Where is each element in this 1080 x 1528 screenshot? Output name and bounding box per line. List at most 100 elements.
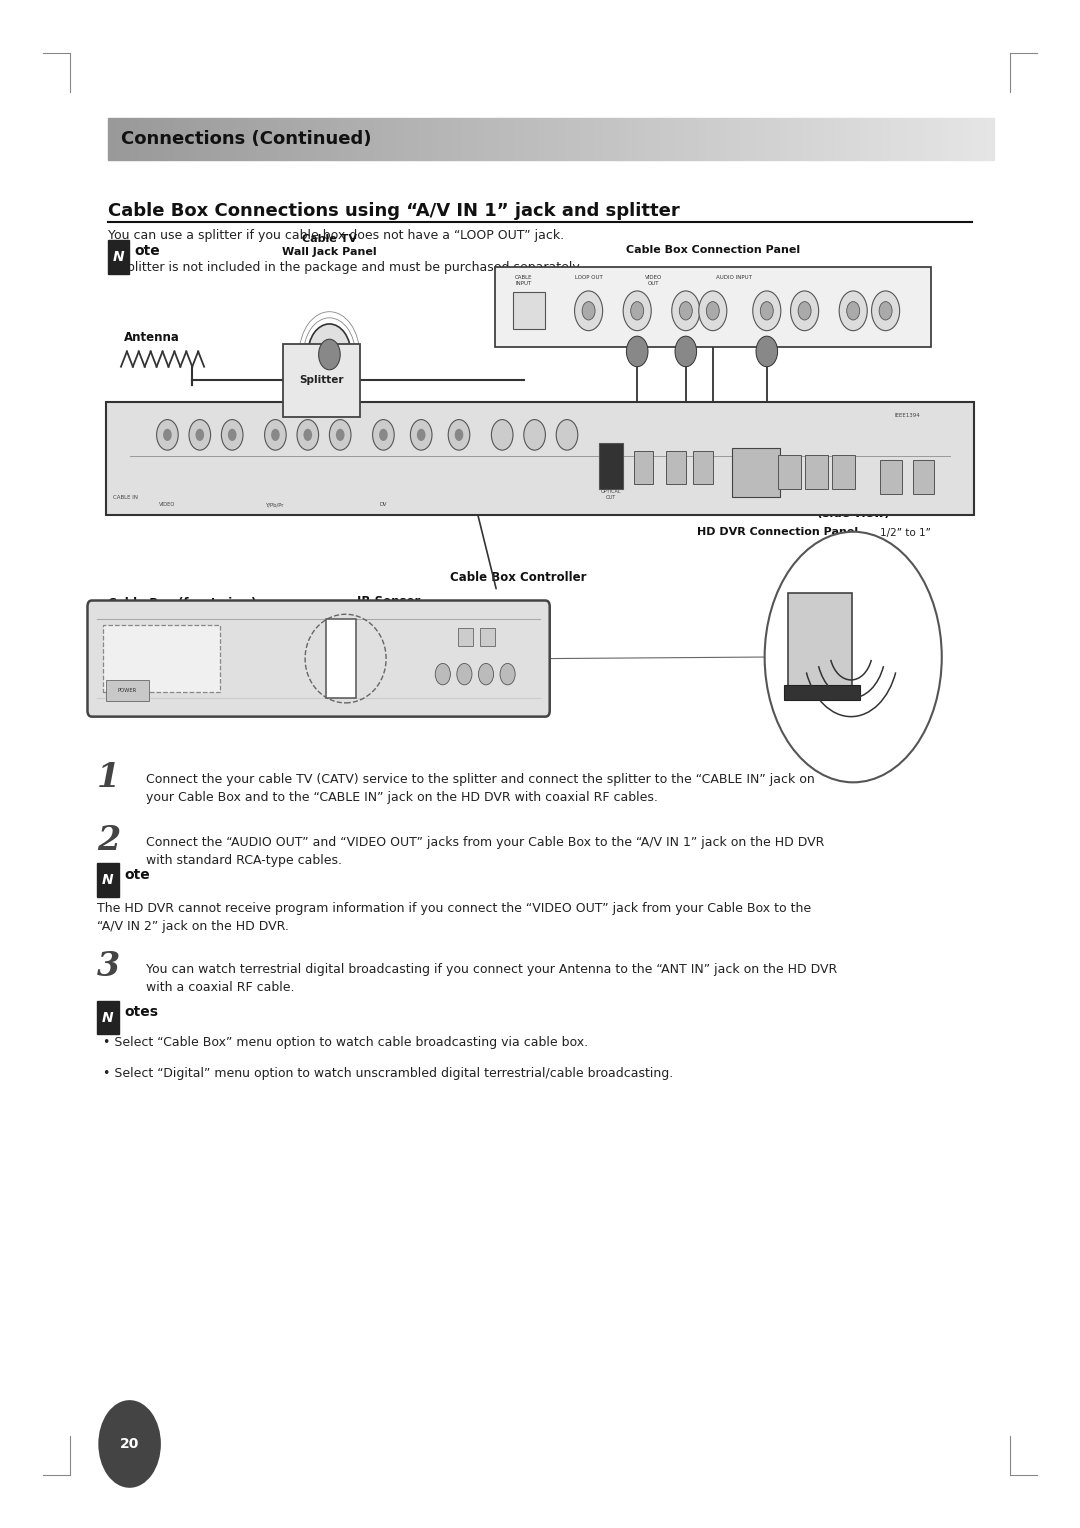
Bar	[359, 118, 366, 160]
FancyBboxPatch shape	[326, 619, 356, 698]
Bar	[634, 451, 653, 484]
Bar	[882, 118, 890, 160]
Text: OPTICAL
OUT: OPTICAL OUT	[600, 489, 622, 500]
Text: The HD DVR cannot receive program information if you connect the “VIDEO OUT” jac: The HD DVR cannot receive program inform…	[97, 902, 811, 932]
Text: Splitter: Splitter	[299, 376, 343, 385]
FancyBboxPatch shape	[97, 1001, 119, 1034]
Text: Y/Pb/Pr: Y/Pb/Pr	[266, 503, 285, 507]
Bar	[218, 118, 226, 160]
Text: Cable Box Connections using “A/V IN 1” jack and splitter: Cable Box Connections using “A/V IN 1” j…	[108, 202, 679, 220]
Bar	[233, 118, 241, 160]
Bar	[617, 118, 624, 160]
Bar	[529, 118, 536, 160]
Bar	[846, 118, 853, 160]
Circle shape	[679, 301, 692, 319]
Text: N: N	[103, 1010, 113, 1025]
Bar	[381, 118, 389, 160]
Bar	[322, 118, 329, 160]
Bar	[160, 118, 167, 160]
Text: Connect the “AUDIO OUT” and “VIDEO OUT” jacks from your Cable Box to the “A/V IN: Connect the “AUDIO OUT” and “VIDEO OUT” …	[146, 836, 824, 866]
Bar	[167, 118, 175, 160]
Bar	[720, 118, 728, 160]
Text: Cable Box Controller: Cable Box Controller	[450, 570, 586, 584]
Circle shape	[319, 339, 340, 370]
Circle shape	[623, 290, 651, 330]
Bar	[595, 118, 603, 160]
Bar	[441, 118, 447, 160]
FancyBboxPatch shape	[87, 601, 550, 717]
Bar	[514, 118, 522, 160]
Bar	[978, 118, 986, 160]
Bar	[418, 118, 426, 160]
Bar	[389, 118, 396, 160]
Text: 1: 1	[97, 761, 121, 795]
Bar	[212, 118, 218, 160]
Bar	[706, 118, 713, 160]
Bar	[300, 118, 308, 160]
Bar	[713, 118, 720, 160]
FancyBboxPatch shape	[283, 344, 360, 417]
Bar	[278, 118, 285, 160]
Circle shape	[455, 429, 463, 442]
Bar	[920, 118, 927, 160]
Bar	[558, 118, 566, 160]
Bar	[433, 118, 441, 160]
Bar	[366, 118, 374, 160]
Bar	[927, 118, 934, 160]
Circle shape	[879, 301, 892, 319]
Circle shape	[706, 301, 719, 319]
Bar	[750, 118, 757, 160]
Bar	[669, 118, 676, 160]
Bar	[691, 118, 699, 160]
Circle shape	[798, 301, 811, 319]
Bar	[772, 118, 780, 160]
Bar	[256, 118, 264, 160]
Bar	[832, 118, 838, 160]
Bar	[580, 118, 588, 160]
Text: LOOP OUT: LOOP OUT	[575, 275, 603, 280]
Circle shape	[195, 429, 204, 442]
Bar	[853, 118, 861, 160]
Circle shape	[765, 532, 942, 782]
Circle shape	[575, 290, 603, 330]
Bar	[175, 118, 181, 160]
Bar	[599, 443, 623, 489]
Bar	[285, 118, 293, 160]
Circle shape	[265, 420, 286, 451]
Text: 20: 20	[120, 1436, 139, 1452]
Circle shape	[872, 290, 900, 330]
Bar	[123, 118, 131, 160]
Bar	[572, 118, 580, 160]
Circle shape	[329, 420, 351, 451]
Bar	[684, 118, 691, 160]
Bar	[693, 451, 713, 484]
Bar	[137, 118, 145, 160]
Bar	[189, 118, 197, 160]
Bar	[241, 118, 248, 160]
Text: • Select “Digital” menu option to watch unscrambled digital terrestrial/cable br: • Select “Digital” menu option to watch …	[103, 1067, 673, 1080]
Bar	[145, 118, 152, 160]
FancyBboxPatch shape	[106, 402, 974, 515]
Bar	[329, 118, 337, 160]
Circle shape	[435, 663, 450, 685]
Text: • Select “Cable Box” menu option to watch cable broadcasting via cable box.: • Select “Cable Box” menu option to watc…	[103, 1036, 588, 1050]
Text: 3: 3	[97, 950, 121, 984]
Bar	[426, 118, 433, 160]
Bar	[832, 455, 855, 489]
Bar	[972, 118, 978, 160]
Circle shape	[491, 420, 513, 451]
Bar	[913, 118, 920, 160]
Bar	[403, 118, 410, 160]
Bar	[543, 118, 551, 160]
Bar	[470, 118, 477, 160]
Bar	[880, 460, 902, 494]
Circle shape	[672, 290, 700, 330]
Circle shape	[379, 429, 388, 442]
Bar	[264, 118, 270, 160]
Circle shape	[303, 429, 312, 442]
Text: AUDIO INPUT: AUDIO INPUT	[716, 275, 753, 280]
Bar	[248, 118, 256, 160]
FancyBboxPatch shape	[788, 593, 852, 691]
Bar	[484, 118, 491, 160]
Bar	[666, 451, 686, 484]
